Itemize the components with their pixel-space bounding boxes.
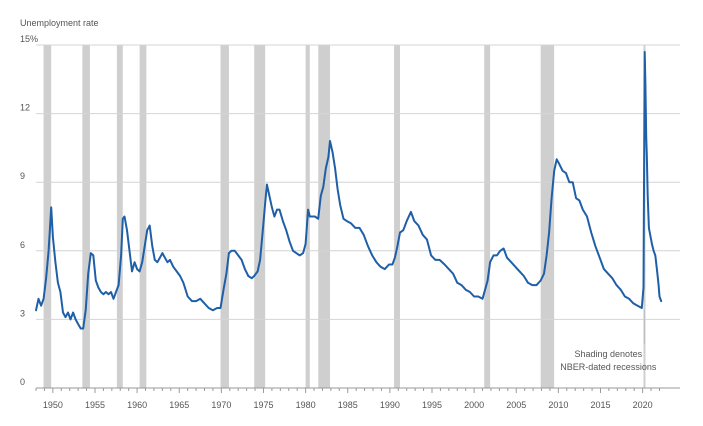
- recession-band-2: [116, 45, 123, 388]
- recession-bands: [43, 45, 646, 388]
- unemployment-rate-line: [35, 50, 663, 330]
- y-tick-label-4: 12: [20, 103, 30, 113]
- x-tick-marks: [35, 388, 660, 393]
- recession-band-3: [139, 45, 147, 388]
- x-tick-labels: 1950 1955 1960 1965 1970 1975 1980 1985 1990 1995…: [43, 400, 653, 410]
- x-tick-label-6: 1980: [296, 400, 316, 410]
- recession-band-5: [254, 45, 266, 388]
- gridlines: [36, 44, 680, 320]
- x-tick-label-13: 2015: [590, 400, 610, 410]
- y-tick-label-1: 3: [20, 308, 25, 318]
- y-tick-label-5: 15%: [20, 34, 38, 44]
- recession-band-4: [220, 45, 229, 388]
- x-tick-label-3: 1965: [169, 400, 189, 410]
- recession-band-8: [394, 45, 400, 388]
- y-tick-label-0: 0: [20, 377, 25, 387]
- recession-band-0: [43, 45, 52, 388]
- x-tick-label-8: 1990: [380, 400, 400, 410]
- x-tick-label-2: 1960: [127, 400, 147, 410]
- y-tick-label-2: 6: [20, 240, 25, 250]
- x-tick-label-14: 2020: [633, 400, 653, 410]
- x-tick-label-10: 2000: [464, 400, 484, 410]
- y-tick-label-3: 9: [20, 171, 25, 181]
- x-tick-label-0: 1950: [43, 400, 63, 410]
- x-tick-label-1: 1955: [85, 400, 105, 410]
- x-tick-label-12: 2010: [548, 400, 568, 410]
- x-tick-label-7: 1985: [338, 400, 358, 410]
- recession-band-9: [484, 45, 491, 388]
- recession-band-7: [318, 45, 331, 388]
- x-tick-label-9: 1995: [422, 400, 442, 410]
- annotation-line-2: NBER-dated recessions: [560, 362, 657, 372]
- x-tick-label-5: 1975: [253, 400, 273, 410]
- annotation-line-1: Shading denotes: [575, 349, 643, 359]
- x-tick-label-4: 1970: [211, 400, 231, 410]
- y-tick-labels: 0 3 6 9 12 15%: [20, 34, 38, 387]
- recession-band-1: [82, 45, 90, 388]
- x-tick-label-11: 2005: [506, 400, 526, 410]
- y-axis-label: Unemployment rate: [20, 18, 99, 28]
- recession-band-10: [540, 45, 555, 388]
